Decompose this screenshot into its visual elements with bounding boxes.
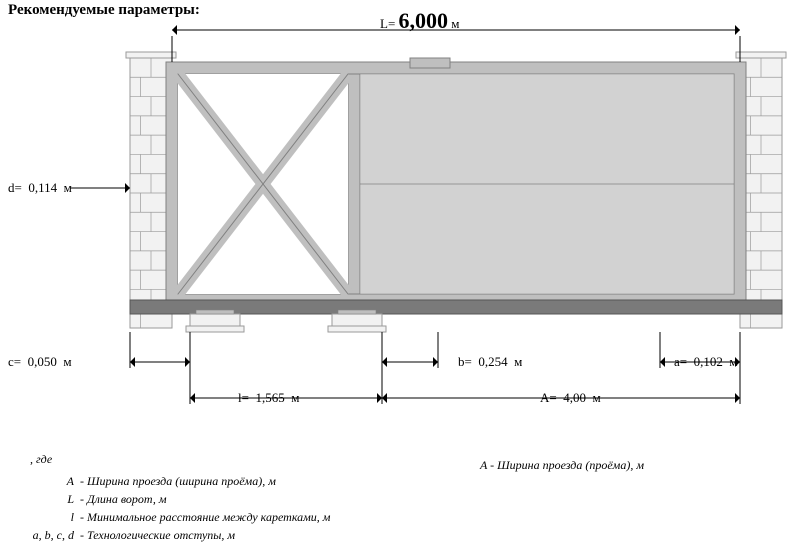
legend: , где A- Ширина проезда (ширина проёма),… xyxy=(30,450,330,544)
legend-heading: , где xyxy=(30,450,330,468)
